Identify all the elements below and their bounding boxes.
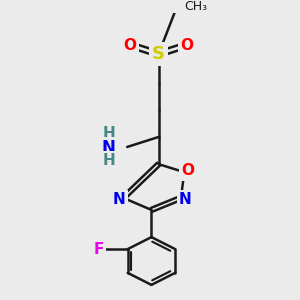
Text: S: S (152, 45, 165, 63)
Text: H: H (102, 153, 115, 168)
Text: N: N (179, 192, 192, 207)
Text: N: N (113, 192, 125, 207)
Text: O: O (181, 163, 194, 178)
Text: CH₃: CH₃ (184, 0, 208, 13)
Text: N: N (102, 140, 116, 158)
Text: F: F (93, 242, 104, 256)
Text: O: O (124, 38, 136, 53)
Text: O: O (181, 38, 194, 53)
Text: H: H (102, 126, 115, 141)
